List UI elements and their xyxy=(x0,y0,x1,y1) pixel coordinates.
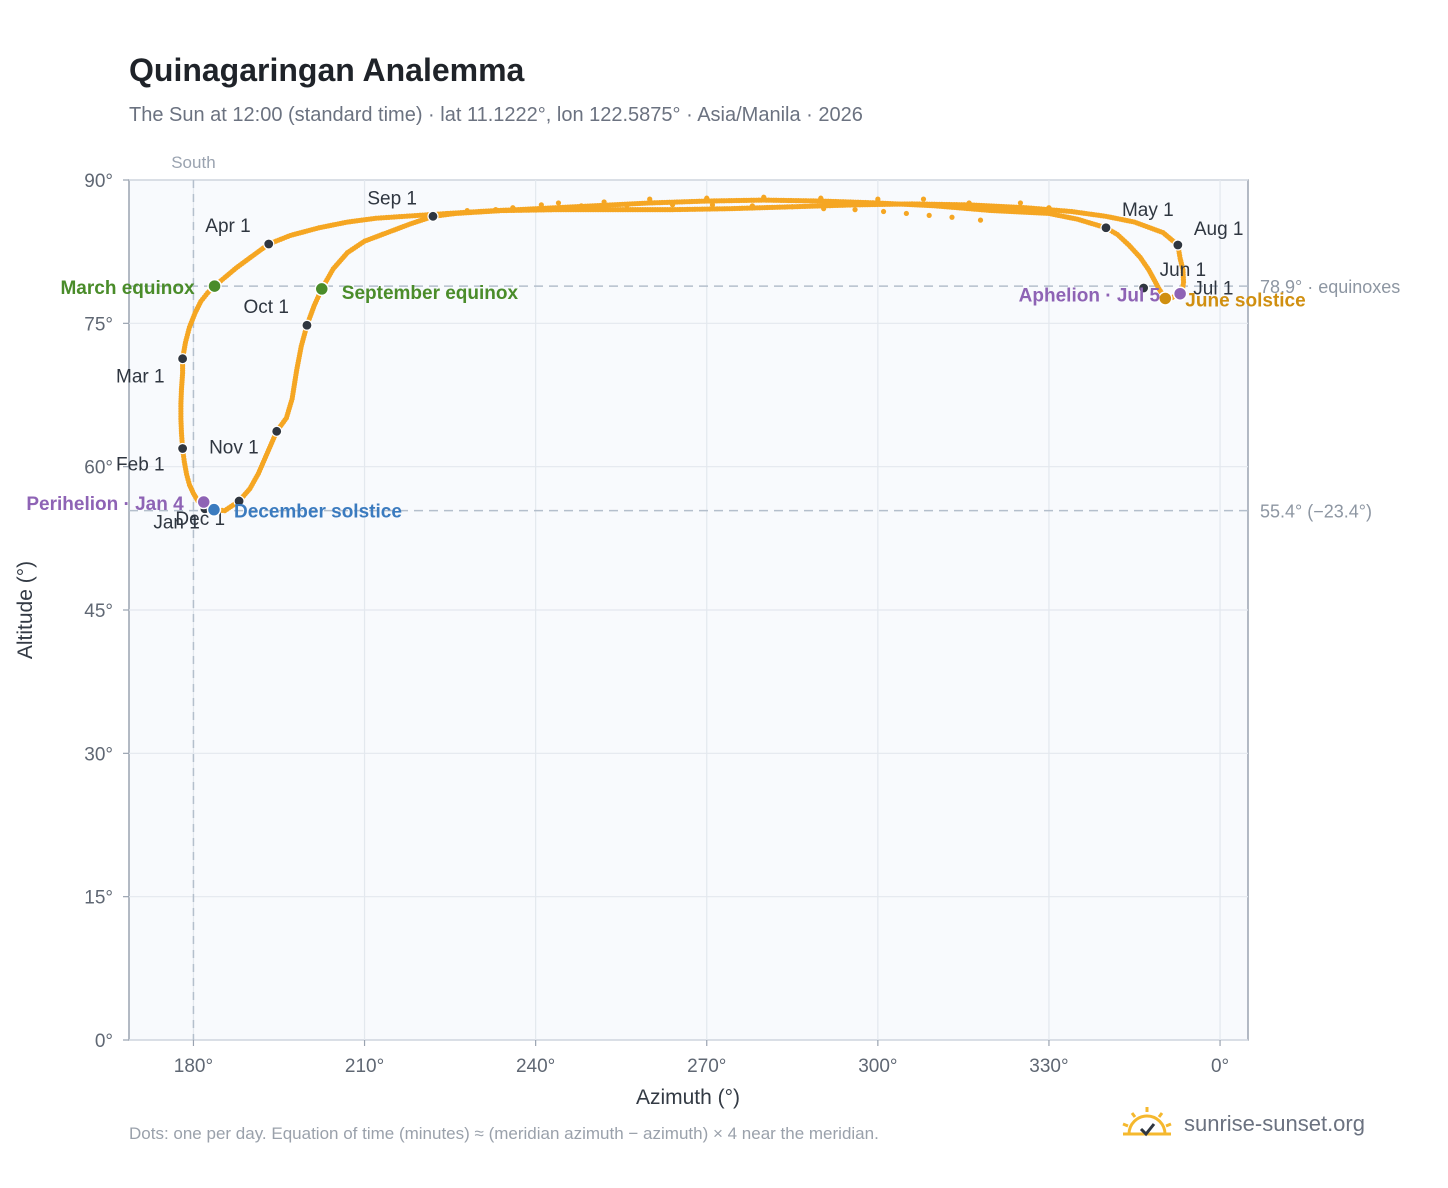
meridian-label: South xyxy=(171,153,215,172)
path-dot xyxy=(624,203,630,209)
y-tick-label: 15° xyxy=(84,888,113,909)
x-tick-label: 300° xyxy=(858,1056,897,1077)
month-marker-label: May 1 xyxy=(1122,200,1174,221)
event-markers: March equinox September equinox December s… xyxy=(26,278,1305,523)
month-marker-label: Sep 1 xyxy=(367,188,417,209)
y-tick-label: 75° xyxy=(84,314,113,335)
path-dot xyxy=(601,199,607,205)
y-axis-label: Altitude (°) xyxy=(14,561,37,659)
event-marker-label: June solstice xyxy=(1185,290,1305,311)
path-dot xyxy=(704,195,710,201)
path-dot xyxy=(510,205,516,211)
analemma-sparse-dots xyxy=(444,194,1052,223)
month-marker-label: Mar 1 xyxy=(116,367,165,388)
sun-logo-icon xyxy=(1122,1107,1172,1137)
y-tick-label: 90° xyxy=(84,171,113,192)
month-marker-dot xyxy=(263,238,275,250)
month-marker-dot xyxy=(233,495,245,507)
path-dot xyxy=(749,203,755,209)
path-dot xyxy=(818,195,824,201)
x-tick-label: 270° xyxy=(687,1056,726,1077)
reference-line-label: 78.9° · equinoxes xyxy=(1260,277,1400,297)
month-marker-label: Feb 1 xyxy=(116,455,165,476)
path-dot xyxy=(578,203,584,209)
event-marker-label: March equinox xyxy=(60,278,195,299)
event-marker-dot xyxy=(1158,291,1173,306)
month-marker-dot xyxy=(271,425,283,437)
path-dot xyxy=(493,207,499,213)
path-dot xyxy=(949,214,955,220)
y-tick-label: 30° xyxy=(84,744,113,765)
month-marker-label: Jun 1 xyxy=(1160,260,1206,281)
month-marker-dot xyxy=(1138,282,1150,294)
month-marker-dot xyxy=(427,210,439,222)
event-marker-label: Perihelion · Jan 4 xyxy=(26,494,184,515)
y-tick-label: 0° xyxy=(95,1031,113,1052)
event-marker-dot xyxy=(196,494,211,510)
month-marker-label: Oct 1 xyxy=(244,297,289,318)
x-tick-label: 180° xyxy=(174,1056,213,1077)
path-dot xyxy=(709,202,716,208)
month-marker-dot xyxy=(1172,239,1184,251)
month-marker-label: Nov 1 xyxy=(209,437,259,458)
path-dot xyxy=(669,202,676,208)
event-marker-dot xyxy=(207,278,222,294)
month-marker-dot xyxy=(1100,222,1112,234)
event-marker-dot xyxy=(206,502,222,517)
path-dot xyxy=(966,200,972,206)
month-marker-label: Jan 1 xyxy=(153,513,199,534)
path-dot xyxy=(852,207,858,213)
event-marker-label: December solstice xyxy=(234,502,402,523)
path-dot xyxy=(821,206,827,212)
brand: sunrise-sunset.org xyxy=(1120,1102,1365,1146)
path-dot xyxy=(761,194,767,200)
path-dot xyxy=(875,196,881,202)
path-dot xyxy=(1017,200,1024,206)
y-tick-label: 45° xyxy=(84,601,113,622)
x-tick-label: 0° xyxy=(1211,1056,1229,1077)
path-dot xyxy=(538,202,544,208)
month-marker-dot xyxy=(301,319,313,331)
month-marker-label: Apr 1 xyxy=(205,216,250,237)
path-dot xyxy=(926,212,932,218)
month-marker-label: Aug 1 xyxy=(1194,219,1244,240)
x-tick-label: 210° xyxy=(345,1056,384,1077)
event-marker-label: Aphelion · Jul 5 xyxy=(1019,286,1161,307)
axis-ticks: 180° 210° 240° 270° 300° 330° 0° 0° 15° 30° 45° 60°… xyxy=(84,171,1229,1077)
grid xyxy=(129,179,1248,1041)
path-dot xyxy=(789,204,795,210)
month-marker-label: Jul 1 xyxy=(1193,279,1233,300)
month-marker-dot xyxy=(177,442,189,455)
chart-subtitle: The Sun at 12:00 (standard time) · lat 1… xyxy=(129,104,863,126)
y-tick-label: 60° xyxy=(84,458,113,479)
month-marker-dot xyxy=(177,353,189,365)
x-axis-label: Azimuth (°) xyxy=(636,1086,740,1109)
path-dot xyxy=(880,208,887,215)
path-dot xyxy=(555,200,562,206)
path-dot xyxy=(977,217,984,223)
event-marker-dot xyxy=(314,281,330,297)
path-dot xyxy=(464,207,470,214)
reference-line-label: 55.4° (−23.4°) xyxy=(1260,502,1372,522)
event-marker-label: September equinox xyxy=(342,283,519,304)
path-dot xyxy=(903,210,909,217)
path-dot xyxy=(920,196,927,202)
path-dot xyxy=(444,210,450,217)
path-dot xyxy=(1046,205,1052,211)
footnote: Dots: one per day. Equation of time (min… xyxy=(129,1124,879,1143)
path-dot xyxy=(647,196,653,202)
x-tick-label: 240° xyxy=(516,1056,555,1077)
brand-name: sunrise-sunset.org xyxy=(1184,1111,1365,1136)
chart-title: Quinagaringan Analemma xyxy=(129,52,525,88)
x-tick-label: 330° xyxy=(1029,1056,1068,1077)
event-marker-dot xyxy=(1172,286,1188,301)
